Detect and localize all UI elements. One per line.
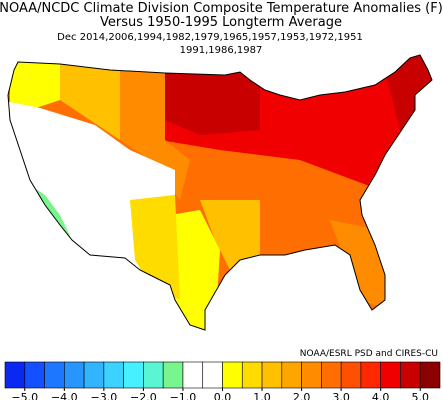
colorbar-swatch xyxy=(360,361,381,389)
colorbar-swatch xyxy=(123,361,144,389)
colorbar-tick-label: 3.0 xyxy=(332,391,350,400)
colorbar-swatch xyxy=(380,361,401,389)
colorbar-swatch xyxy=(83,361,105,389)
colorbar-swatch xyxy=(301,361,322,389)
colorbar-swatch xyxy=(202,361,223,389)
colorbar-swatch xyxy=(44,361,65,389)
colorbar-swatch xyxy=(64,361,85,389)
colorbar-swatch xyxy=(222,361,243,389)
colorbar-tick-label: 2.0 xyxy=(293,391,311,400)
colorbar-swatch xyxy=(321,361,342,389)
colorbar-swatch xyxy=(340,361,362,389)
colorbar: −5.0 −4.0 −3.0 −2.0 −1.0 0.0 1.0 2.0 3.0 4.0 5.0 xyxy=(4,361,441,404)
colorbar-tick-label: −4.0 xyxy=(51,391,78,400)
colorbar-swatch xyxy=(143,361,164,389)
us-map xyxy=(8,55,432,330)
subtitle: Versus 1950-1995 Longterm Average xyxy=(100,15,342,30)
colorbar-swatch xyxy=(24,361,45,389)
credit: NOAA/ESRL PSD and CIRES-CU xyxy=(300,349,438,359)
colorbar-tick-label: 4.0 xyxy=(372,391,390,400)
colorbar-swatch xyxy=(419,361,441,389)
colorbar-swatch xyxy=(162,361,184,389)
title: NOAA/NCDC Climate Division Composite Tem… xyxy=(0,1,443,16)
colorbar-swatch xyxy=(281,361,302,389)
colorbar-swatch xyxy=(4,361,26,389)
colorbar-swatch xyxy=(261,361,283,389)
colorbar-swatch xyxy=(103,361,124,389)
colorbar-tick-label: 0.0 xyxy=(214,391,232,400)
us-outline xyxy=(7,54,433,331)
colorbar-tick-label: −5.0 xyxy=(11,391,38,400)
colorbar-swatch xyxy=(241,361,263,389)
colorbar-tick-label: −1.0 xyxy=(170,391,197,400)
composite-years: Dec 2014,2006,1994,1982,1979,1965,1957,1… xyxy=(57,32,363,43)
colorbar-tick-label: −3.0 xyxy=(91,391,118,400)
colorbar-tick-label: 1.0 xyxy=(253,391,271,400)
colorbar-tick-label: 5.0 xyxy=(411,391,429,400)
composite-years: 1991,1986,1987 xyxy=(180,45,263,56)
colorbar-tick-label: −2.0 xyxy=(130,391,157,400)
colorbar-swatch xyxy=(182,361,204,389)
colorbar-swatch xyxy=(400,361,421,389)
